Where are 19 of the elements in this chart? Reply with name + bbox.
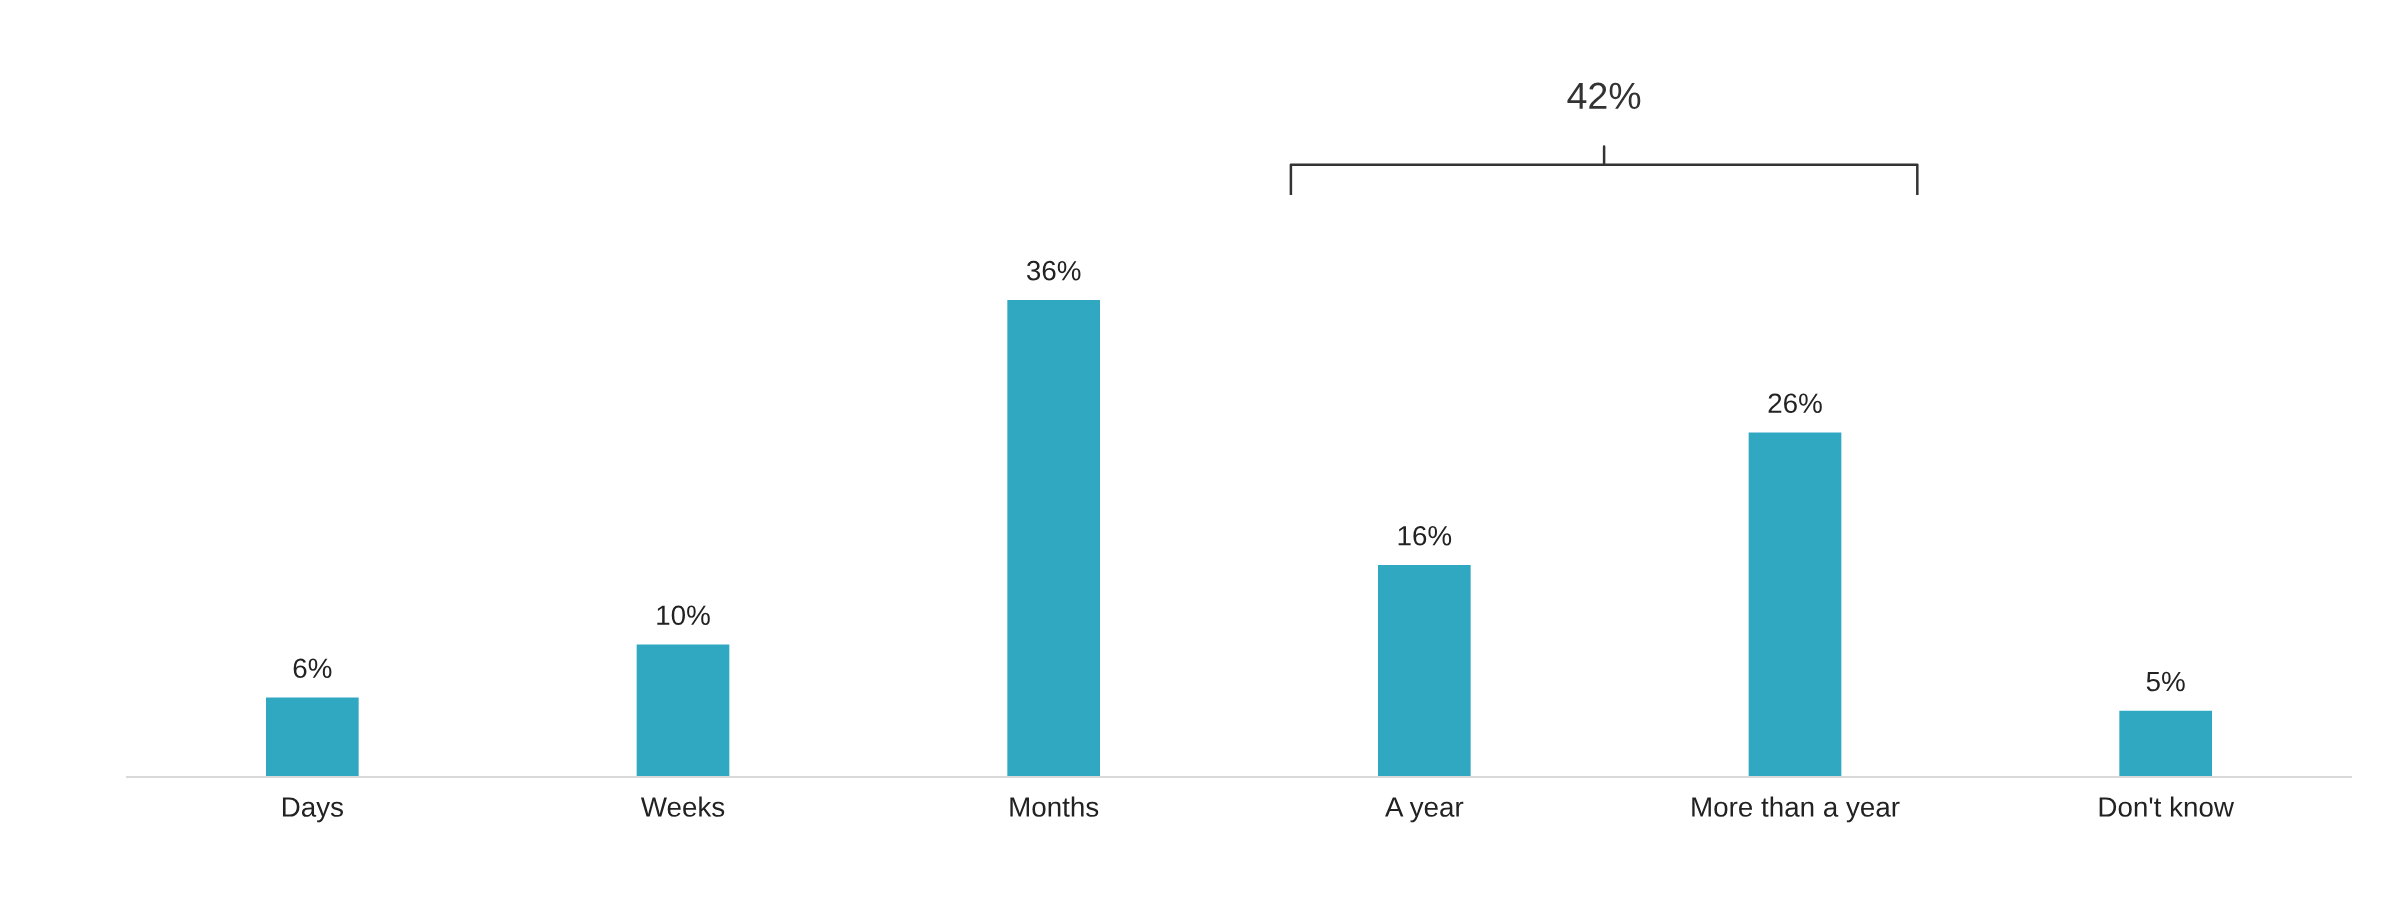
data-label: 6% xyxy=(293,658,332,679)
bar xyxy=(1378,564,1471,777)
bar xyxy=(1748,432,1842,777)
bar xyxy=(636,644,730,777)
x-tick-label: Don't know xyxy=(2099,796,2235,817)
x-tick-label: Days xyxy=(282,797,343,823)
bar xyxy=(2119,710,2212,777)
bar xyxy=(1007,299,1100,777)
bar xyxy=(266,697,359,777)
data-label: 26% xyxy=(1768,393,1822,414)
x-tick-label: Months xyxy=(1010,796,1099,817)
x-tick-label: A year xyxy=(1385,797,1464,823)
data-label: 10% xyxy=(657,605,710,626)
data-label: 16% xyxy=(1398,525,1452,546)
x-tick-label: More than a year xyxy=(1692,796,1900,823)
x-tick-label: Weeks xyxy=(640,796,725,817)
data-label: 5% xyxy=(2146,671,2185,692)
text: 42% xyxy=(1567,82,1641,109)
data-label: 36% xyxy=(1026,260,1081,281)
